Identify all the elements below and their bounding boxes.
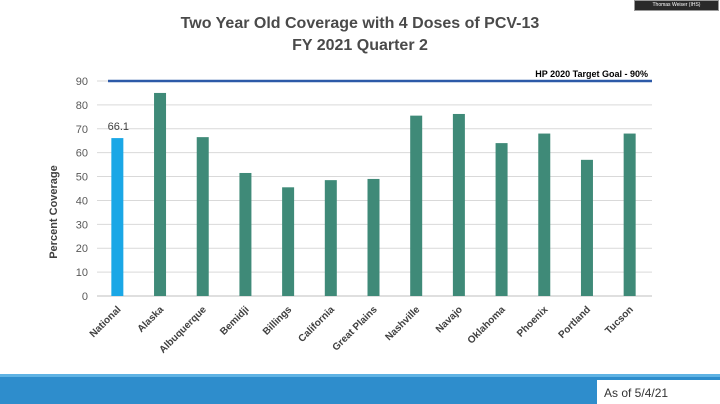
bars: 66.1 — [108, 92, 636, 296]
bar-bemidji — [239, 172, 252, 296]
bar-chart: 0 10 20 30 40 50 60 70 80 90 66.1 HP 2020 Target … — [48, 69, 652, 356]
footer-stripe — [0, 374, 720, 377]
bar-national — [111, 138, 124, 296]
y-tick-label: 20 — [76, 243, 88, 255]
x-tick-label: California — [297, 304, 338, 345]
y-axis-title: Percent Coverage — [48, 165, 60, 259]
x-tick-label: Alaska — [136, 304, 167, 335]
target-goal: HP 2020 Target Goal - 90% — [108, 69, 652, 83]
bar-navajo — [452, 113, 465, 296]
y-axis-ticks: 0 10 20 30 40 50 60 70 80 90 — [76, 76, 88, 303]
x-tick-label: Billings — [261, 304, 295, 338]
x-tick-label: Navajo — [434, 304, 465, 335]
y-tick-label: 60 — [76, 148, 88, 160]
chart-title: Two Year Old Coverage with 4 Doses of PC… — [180, 15, 540, 32]
x-tick-label: Phoenix — [515, 304, 551, 340]
target-label: HP 2020 Target Goal - 90% — [535, 69, 648, 79]
x-tick-label: Bemidji — [218, 304, 251, 337]
data-label: 66.1 — [108, 121, 129, 133]
x-tick-label: Portland — [557, 304, 593, 340]
as-of-date: As of 5/4/21 — [604, 386, 669, 400]
y-tick-label: 0 — [82, 291, 88, 303]
x-tick-label: Oklahoma — [466, 304, 508, 346]
chart-subtitle: FY 2021 Quarter 2 — [292, 37, 428, 54]
participant-name-badge: Thomas Weiser (IHS) — [634, 0, 719, 11]
bar-alaska — [154, 92, 167, 296]
bar-nashville — [410, 115, 423, 296]
bar-oklahoma — [495, 143, 508, 296]
y-tick-label: 70 — [76, 124, 88, 136]
y-tick-label: 40 — [76, 195, 88, 207]
y-tick-label: 10 — [76, 267, 88, 279]
bar-billings — [282, 187, 295, 296]
y-tick-label: 80 — [76, 100, 88, 112]
bar-albuquerque — [196, 137, 209, 296]
bar-portland — [580, 159, 593, 296]
y-tick-label: 90 — [76, 76, 88, 88]
y-tick-label: 50 — [76, 172, 88, 184]
footer-date-panel — [597, 380, 720, 404]
x-tick-label: Great Plains — [331, 304, 380, 353]
x-tick-label: Nashville — [383, 304, 422, 343]
bar-phoenix — [538, 133, 551, 296]
x-tick-label: Tucson — [603, 304, 635, 336]
y-tick-label: 30 — [76, 219, 88, 231]
bar-tucson — [623, 133, 636, 296]
bar-california — [324, 180, 337, 296]
x-tick-label: National — [88, 304, 124, 340]
bar-great-plains — [367, 178, 380, 296]
